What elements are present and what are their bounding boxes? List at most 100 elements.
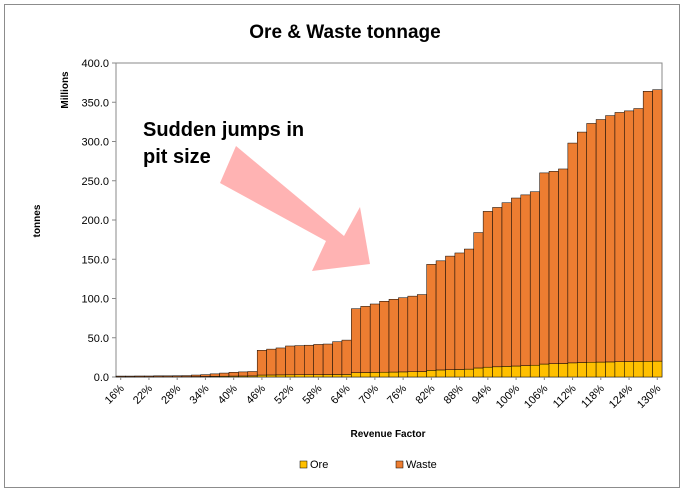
bar-waste bbox=[482, 211, 493, 368]
bar-ore bbox=[624, 361, 635, 378]
bar-ore bbox=[633, 361, 644, 378]
bar-waste bbox=[125, 375, 136, 378]
bar-waste bbox=[520, 194, 531, 366]
bar-ore bbox=[341, 374, 352, 378]
bar-ore bbox=[266, 374, 277, 378]
bar-waste bbox=[115, 375, 126, 378]
x-tick-label: 16% bbox=[103, 382, 127, 406]
bar-waste bbox=[256, 350, 267, 376]
bar-waste bbox=[228, 372, 239, 377]
bar-ore bbox=[539, 363, 550, 378]
bar-waste bbox=[285, 345, 296, 376]
bar-ore bbox=[445, 369, 456, 378]
bar-waste bbox=[360, 306, 371, 373]
x-tick-label: 76% bbox=[385, 382, 409, 406]
bar-waste bbox=[219, 372, 230, 377]
bar-waste bbox=[407, 295, 418, 372]
bar-ore bbox=[501, 366, 512, 378]
x-tick-label: 130% bbox=[635, 382, 664, 411]
y-axis-title: tonnes bbox=[32, 204, 43, 237]
bar-waste bbox=[172, 375, 183, 378]
x-tick-label: 124% bbox=[607, 382, 636, 411]
y-tick-label: 350.0 bbox=[81, 97, 109, 109]
bar-ore bbox=[567, 362, 578, 378]
bar-waste bbox=[624, 110, 635, 362]
bar-waste bbox=[642, 91, 653, 362]
bar-waste bbox=[294, 345, 305, 375]
bar-ore bbox=[435, 369, 446, 378]
bar-waste bbox=[558, 168, 569, 364]
x-tick-label: 28% bbox=[159, 382, 183, 406]
bar-waste bbox=[266, 348, 277, 376]
bar-waste bbox=[633, 108, 644, 362]
bar-waste bbox=[369, 303, 380, 373]
bar-waste bbox=[134, 375, 145, 378]
bar-ore bbox=[473, 367, 484, 378]
bar-waste bbox=[388, 299, 399, 373]
bar-ore bbox=[520, 365, 531, 378]
bar-waste bbox=[275, 347, 286, 376]
x-tick-label: 46% bbox=[244, 382, 268, 406]
bar-waste bbox=[454, 252, 465, 370]
bar-ore bbox=[275, 374, 286, 378]
bar-ore bbox=[304, 374, 314, 378]
bar-ore bbox=[492, 366, 503, 378]
bar-waste bbox=[153, 375, 164, 378]
y-unit-label: Millions bbox=[60, 71, 71, 109]
y-tick-label: 300.0 bbox=[81, 137, 109, 149]
bar-ore bbox=[360, 372, 371, 378]
bar-waste bbox=[341, 339, 352, 375]
bar-ore bbox=[294, 374, 305, 378]
x-tick-label: 118% bbox=[579, 382, 607, 410]
x-tick-label: 100% bbox=[494, 382, 523, 411]
bar-ore bbox=[313, 374, 324, 378]
bar-ore bbox=[482, 366, 493, 378]
x-axis-title: Revenue Factor bbox=[350, 429, 425, 440]
annotation-arrow bbox=[220, 146, 370, 271]
y-tick-label: 100.0 bbox=[81, 294, 109, 306]
bar-ore bbox=[398, 371, 409, 378]
bar-waste bbox=[162, 375, 173, 378]
y-tick-label: 150.0 bbox=[81, 254, 109, 266]
bar-waste bbox=[209, 373, 220, 377]
bar-ore bbox=[558, 363, 569, 378]
bar-waste bbox=[605, 115, 616, 363]
legend-label-waste: Waste bbox=[406, 459, 437, 471]
bar-waste bbox=[567, 142, 578, 364]
x-tick-label: 88% bbox=[442, 382, 466, 406]
bar-ore bbox=[285, 374, 296, 378]
x-tick-label: 112% bbox=[551, 382, 579, 410]
bar-ore bbox=[332, 374, 343, 378]
bar-waste bbox=[191, 374, 201, 377]
bar-ore bbox=[511, 365, 522, 378]
bar-ore bbox=[369, 372, 380, 378]
y-tick-label: 250.0 bbox=[81, 176, 109, 188]
bar-waste bbox=[614, 112, 625, 362]
bar-ore bbox=[614, 361, 625, 378]
bar-ore bbox=[529, 364, 540, 378]
x-tick-label: 82% bbox=[413, 382, 437, 406]
x-tick-label: 64% bbox=[329, 382, 353, 406]
bar-ore bbox=[577, 362, 587, 378]
bar-waste bbox=[577, 131, 587, 363]
bar-waste bbox=[238, 371, 249, 377]
bar-waste bbox=[464, 248, 474, 370]
legend-swatch-ore bbox=[299, 460, 308, 469]
x-tick-label: 52% bbox=[272, 382, 296, 406]
annotation-line1: Sudden jumps in bbox=[143, 119, 304, 141]
bar-waste bbox=[539, 172, 550, 365]
bar-waste bbox=[511, 197, 522, 367]
bar-waste bbox=[426, 264, 437, 371]
bar-ore bbox=[586, 361, 597, 378]
plot-area: 0.0 50.0 100.0 150.0 200.0 250.0 300.0 350.0 400… bbox=[81, 58, 663, 411]
bar-ore bbox=[426, 370, 437, 378]
bar-waste bbox=[181, 375, 192, 377]
bar-waste bbox=[586, 123, 597, 363]
x-tick-label: 106% bbox=[522, 382, 551, 411]
bar-ore bbox=[379, 371, 390, 378]
bar-waste bbox=[473, 232, 484, 369]
bar-ore bbox=[595, 361, 606, 378]
chart-title: Ore & Waste tonnage bbox=[249, 22, 440, 43]
legend-label-ore: Ore bbox=[310, 459, 328, 471]
bar-waste bbox=[652, 89, 663, 362]
